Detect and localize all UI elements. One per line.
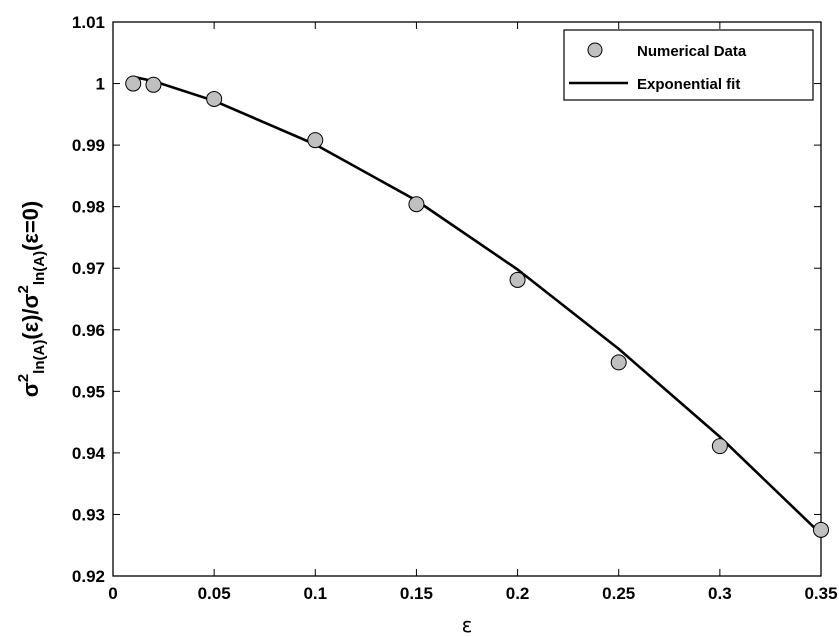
y-axis-label-part: (ε=0) <box>18 201 43 251</box>
y-axis-label-part: ln(A) <box>31 340 48 374</box>
x-tick-label: 0.25 <box>602 584 635 603</box>
y-tick-label: 0.95 <box>72 382 105 401</box>
axis-ticks: 0 0.05 0.1 0.15 0.2 0.25 0.3 0.35 0.92 0.93 0.94 0.… <box>72 13 838 603</box>
data-point <box>711 438 728 455</box>
y-tick-label: 0.92 <box>72 567 105 586</box>
data-point <box>509 271 526 288</box>
y-axis-label-part: (ε)/σ <box>18 293 43 339</box>
data-point <box>307 132 324 149</box>
y-axis-label-part: σ <box>18 382 43 397</box>
axes-box <box>112 21 822 577</box>
y-axis-label-part: 2 <box>15 374 32 382</box>
x-tick-label: 0.1 <box>303 584 327 603</box>
legend-label: Exponential fit <box>637 76 740 93</box>
y-tick-label: 0.93 <box>72 505 105 524</box>
data-point <box>125 75 142 92</box>
data-point <box>813 521 829 538</box>
legend-label: Numerical Data <box>637 43 747 60</box>
legend: Numerical Data Exponential fit <box>563 29 814 101</box>
series-layer <box>125 75 829 538</box>
y-axis-label-part: ln(A) <box>31 251 48 285</box>
plot-area <box>112 21 822 577</box>
y-tick-label: 0.98 <box>72 198 105 217</box>
data-point <box>206 90 223 107</box>
y-axis-label-part: 2 <box>15 285 32 293</box>
x-tick-label: 0 <box>108 584 117 603</box>
y-axis-label: σ2ln(A)(ε)/σ2ln(A)(ε=0) <box>15 201 48 398</box>
x-tick-label: 0.05 <box>198 584 231 603</box>
x-tick-label: 0.2 <box>506 584 530 603</box>
y-tick-label: 1 <box>96 75 105 94</box>
data-point <box>610 354 627 371</box>
data-point <box>145 76 162 93</box>
y-tick-label: 0.96 <box>72 321 105 340</box>
y-tick-label: 1.01 <box>72 13 105 32</box>
x-axis-label: ε <box>462 613 473 637</box>
x-tick-label: 0.35 <box>804 584 837 603</box>
y-tick-label: 0.97 <box>72 259 105 278</box>
y-tick-label: 0.99 <box>72 136 105 155</box>
data-point <box>408 196 425 213</box>
x-tick-label: 0.3 <box>708 584 732 603</box>
legend-marker-icon <box>587 42 603 58</box>
y-tick-label: 0.94 <box>72 444 106 463</box>
legend-box <box>563 29 814 101</box>
x-tick-label: 0.15 <box>400 584 433 603</box>
